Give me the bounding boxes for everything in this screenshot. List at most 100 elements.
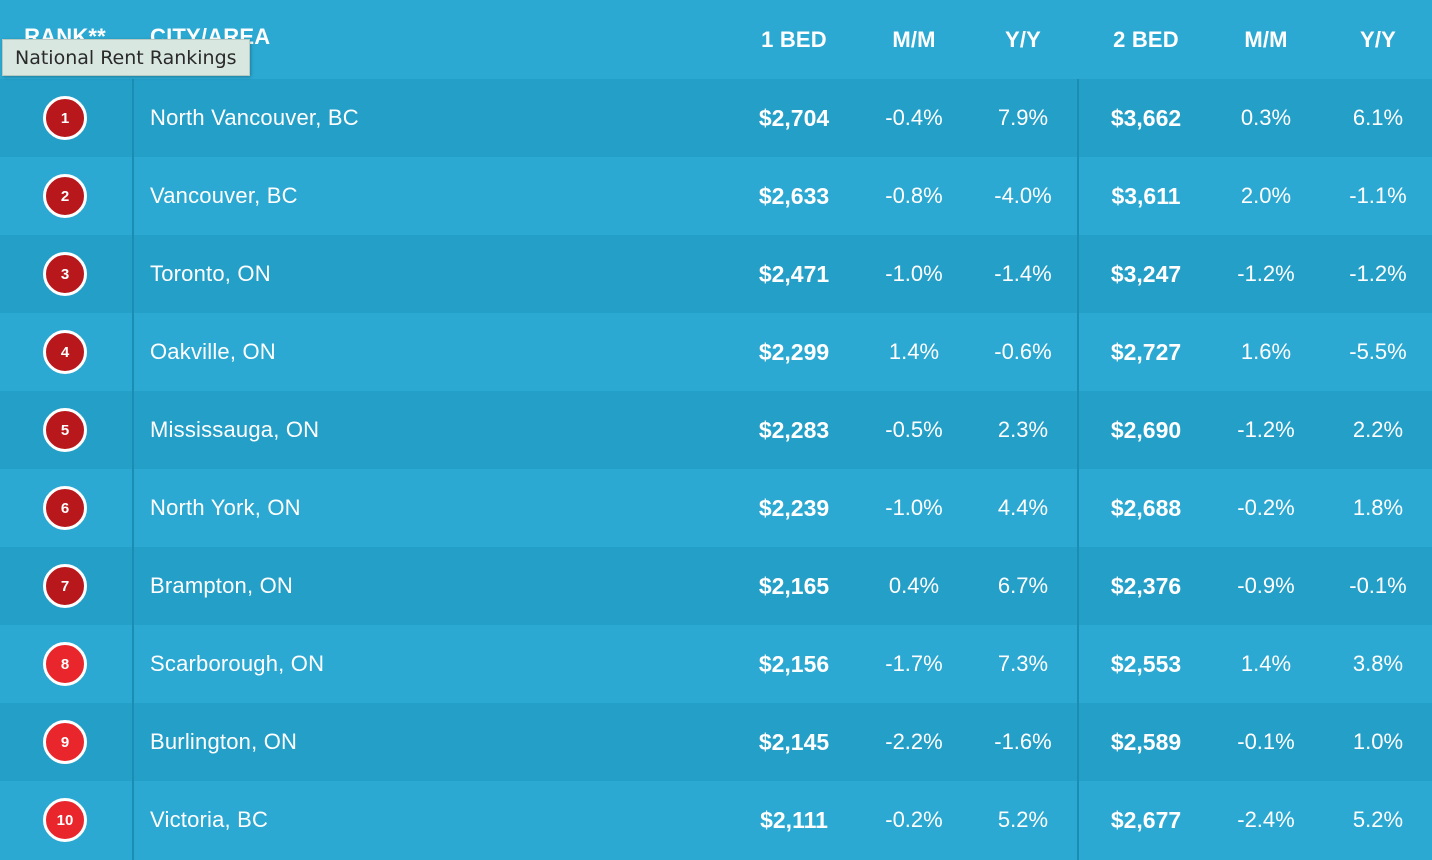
- table-row[interactable]: 10 Victoria, BC $2,111 -0.2% 5.2% $2,677 -2.4%…: [0, 781, 1432, 859]
- one-bed-yy-change: 2.3%: [997, 417, 1049, 442]
- two-bed-yy-change: 1.0%: [1352, 729, 1404, 754]
- rank-cell: 5: [0, 391, 130, 469]
- one-bed-mm-change: -0.8%: [885, 183, 943, 208]
- two-bed-mm-change: 2.0%: [1240, 183, 1292, 208]
- one-bed-mm-change: -1.0%: [885, 495, 943, 520]
- header-1-bed[interactable]: 1 BED: [761, 26, 827, 52]
- city-name: North Vancouver, BC: [150, 105, 359, 130]
- two-bed-yy-change: -1.1%: [1349, 183, 1407, 208]
- two-bed-price: $2,376: [1110, 572, 1182, 599]
- city-name: North York, ON: [150, 495, 301, 520]
- city-name: Brampton, ON: [150, 573, 294, 598]
- header-2-bed-yy[interactable]: Y/Y: [1359, 26, 1397, 52]
- two-bed-price: $2,677: [1110, 806, 1182, 833]
- one-bed-price: $2,283: [758, 416, 830, 443]
- table-row[interactable]: 4 Oakville, ON $2,299 1.4% -0.6% $2,727 1.6% -5…: [0, 313, 1432, 391]
- one-bed-yy-change: -4.0%: [994, 183, 1052, 208]
- two-bed-mm-change: -0.9%: [1237, 573, 1295, 598]
- one-bed-mm-change: 1.4%: [888, 339, 940, 364]
- rank-badge: 3: [43, 252, 87, 296]
- table-row[interactable]: 2 Vancouver, BC $2,633 -0.8% -4.0% $3,611 2.0%…: [0, 157, 1432, 235]
- two-bed-mm-change: 0.3%: [1240, 105, 1292, 130]
- one-bed-yy-change: 7.9%: [997, 105, 1049, 130]
- rank-cell: 4: [0, 313, 130, 391]
- one-bed-price: $2,239: [758, 494, 830, 521]
- one-bed-mm-change: -1.7%: [885, 651, 943, 676]
- two-bed-mm-change: -0.2%: [1237, 495, 1295, 520]
- rank-badge: 4: [43, 330, 87, 374]
- city-name: Burlington, ON: [150, 729, 298, 754]
- city-name: Mississauga, ON: [150, 417, 320, 442]
- one-bed-yy-change: -0.6%: [994, 339, 1052, 364]
- rank-badge: 10: [43, 798, 87, 842]
- header-2-bed-mm[interactable]: M/M: [1244, 26, 1288, 52]
- table-row[interactable]: 8 Scarborough, ON $2,156 -1.7% 7.3% $2,553 1.4…: [0, 625, 1432, 703]
- one-bed-mm-change: -0.5%: [885, 417, 943, 442]
- two-bed-mm-change: 1.4%: [1240, 651, 1292, 676]
- rank-cell: 7: [0, 547, 130, 625]
- two-bed-yy-change: -5.5%: [1349, 339, 1407, 364]
- two-bed-price: $2,553: [1110, 650, 1182, 677]
- city-name: Toronto, ON: [150, 261, 271, 286]
- table-row[interactable]: 3 Toronto, ON $2,471 -1.0% -1.4% $3,247 -1.2% -…: [0, 235, 1432, 313]
- two-bed-mm-change: 1.6%: [1240, 339, 1292, 364]
- two-bed-price: $2,690: [1110, 416, 1182, 443]
- header-1-bed-mm[interactable]: M/M: [892, 26, 936, 52]
- table-row[interactable]: 6 North York, ON $2,239 -1.0% 4.4% $2,688 -0.2…: [0, 469, 1432, 547]
- one-bed-price: $2,633: [758, 182, 830, 209]
- one-bed-mm-change: -2.2%: [885, 729, 943, 754]
- column-divider-2-bed: [1077, 79, 1079, 860]
- one-bed-price: $2,704: [758, 104, 830, 131]
- city-name: Victoria, BC: [150, 807, 269, 832]
- two-bed-price: $3,247: [1110, 260, 1182, 287]
- two-bed-yy-change: -1.2%: [1349, 261, 1407, 286]
- one-bed-price: $2,471: [758, 260, 830, 287]
- table-row[interactable]: 5 Mississauga, ON $2,283 -0.5% 2.3% $2,690 -1.…: [0, 391, 1432, 469]
- rank-cell: 10: [0, 781, 130, 859]
- rank-badge: 1: [43, 96, 87, 140]
- two-bed-mm-change: -0.1%: [1237, 729, 1295, 754]
- rank-cell: 3: [0, 235, 130, 313]
- one-bed-mm-change: 0.4%: [888, 573, 940, 598]
- two-bed-price: $3,662: [1110, 104, 1182, 131]
- rank-badge: 2: [43, 174, 87, 218]
- rank-cell: 8: [0, 625, 130, 703]
- one-bed-yy-change: 6.7%: [997, 573, 1049, 598]
- table-row[interactable]: 7 Brampton, ON $2,165 0.4% 6.7% $2,376 -0.9% -0…: [0, 547, 1432, 625]
- one-bed-yy-change: -1.4%: [994, 261, 1052, 286]
- two-bed-mm-change: -1.2%: [1237, 417, 1295, 442]
- rank-badge: 8: [43, 642, 87, 686]
- rank-badge: 7: [43, 564, 87, 608]
- one-bed-yy-change: 5.2%: [997, 807, 1049, 832]
- rank-badge: 9: [43, 720, 87, 764]
- two-bed-yy-change: 6.1%: [1352, 105, 1404, 130]
- rank-cell: 6: [0, 469, 130, 547]
- city-name: Vancouver, BC: [150, 183, 298, 208]
- city-name: Oakville, ON: [150, 339, 276, 364]
- table-row[interactable]: 9 Burlington, ON $2,145 -2.2% -1.6% $2,589 -0.…: [0, 703, 1432, 781]
- two-bed-mm-change: -1.2%: [1237, 261, 1295, 286]
- two-bed-yy-change: 2.2%: [1352, 417, 1404, 442]
- rank-badge: 6: [43, 486, 87, 530]
- one-bed-price: $2,299: [758, 338, 830, 365]
- one-bed-mm-change: -0.4%: [885, 105, 943, 130]
- column-divider-rank: [132, 79, 134, 860]
- two-bed-price: $2,589: [1110, 728, 1182, 755]
- header-2-bed[interactable]: 2 BED: [1113, 26, 1179, 52]
- two-bed-mm-change: -2.4%: [1237, 807, 1295, 832]
- table-row[interactable]: 1 North Vancouver, BC $2,704 -0.4% 7.9% $3,66…: [0, 79, 1432, 157]
- one-bed-price: $2,111: [760, 806, 828, 833]
- two-bed-yy-change: 5.2%: [1352, 807, 1404, 832]
- one-bed-yy-change: 7.3%: [997, 651, 1049, 676]
- two-bed-yy-change: 1.8%: [1352, 495, 1404, 520]
- one-bed-price: $2,165: [758, 572, 830, 599]
- one-bed-mm-change: -1.0%: [885, 261, 943, 286]
- one-bed-mm-change: -0.2%: [885, 807, 943, 832]
- rank-badge: 5: [43, 408, 87, 452]
- rank-cell: 1: [0, 79, 130, 157]
- city-name: Scarborough, ON: [150, 651, 325, 676]
- header-1-bed-yy[interactable]: Y/Y: [1004, 26, 1042, 52]
- rank-cell: 2: [0, 157, 130, 235]
- one-bed-yy-change: -1.6%: [994, 729, 1052, 754]
